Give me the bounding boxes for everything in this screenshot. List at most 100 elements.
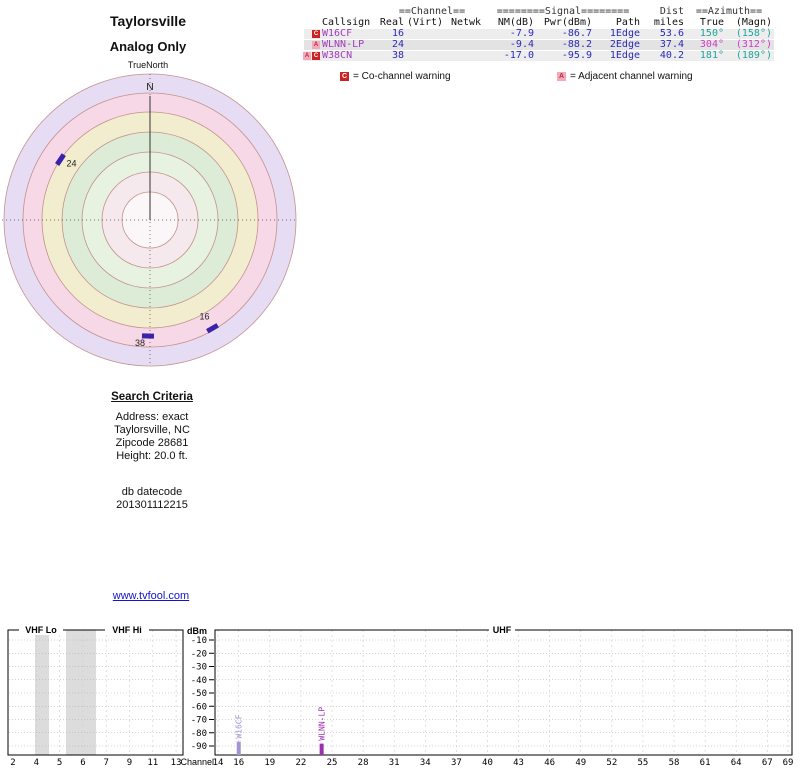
table-row: A C W38CN 38 -17.0 -95.9 1Edge 40.2 181° (189°) [303,49,774,62]
signal-strength-chart: -10-20-30-40-50-60-70-80-902 4 5 6 7 9 11 13 14 1… [7,624,793,768]
channel-tick-label: 9 [127,758,132,768]
north-label: N [146,82,153,93]
table-group-header-row: ==Channel== ========Signal======== Dist … [304,6,774,18]
tvfool-link[interactable]: www.tvfool.com [112,590,190,602]
legend-text: = Adjacent channel warning [570,71,693,82]
page-title: Taylorsville [109,13,186,29]
network-cell [446,29,486,40]
channel-tick-label: 2 [10,758,15,768]
adjacent-channel-warning-icon: A [303,51,311,60]
channel-tick-label: 28 [358,758,369,768]
channel-tick-label: 6 [80,758,85,768]
station-channel-label: 24 [66,159,76,169]
warning-legend: C = Co-channel warning A = Adjacent channel… [0,71,800,85]
x-axis-title: Channel [180,757,214,767]
channel-tick-label: 7 [103,758,108,768]
search-criteria-lines: Address: exact Taylorsville, NC Zipcode 28… [32,411,272,463]
column-header-true: True [699,16,724,28]
channel-tick-label: 19 [264,758,275,768]
real-channel-cell: 16 [391,27,404,39]
y-axis-tick-label: -20 [191,649,207,659]
search-criteria-line: Height: 20.0 ft. [116,450,188,462]
channel-tick-label: 4 [34,758,39,768]
channel-tick-label: 16 [233,758,244,768]
channel-tick-label: 55 [638,758,649,768]
vhf-box [7,629,184,756]
co-channel-warning-icon: C [312,29,320,38]
channel-tick-label: 25 [327,758,338,768]
band-label: UHF [493,625,512,635]
channel-tick-label: 34 [420,758,431,768]
station-channel-label: 38 [135,338,145,348]
column-header-real: Real [379,16,404,28]
channel-tick-label: 13 [171,758,182,768]
warning-badges-cell: C [304,29,322,40]
column-header-badges [304,18,322,29]
search-criteria-heading: Search Criteria [111,391,193,403]
network-cell [446,40,486,51]
table-row: A WLNN-LP 24 -9.4 -88.2 2Edge 37.4 304° (312°) [304,38,774,51]
station-table: ==Channel== ========Signal======== Dist … [303,6,774,62]
radar-plot: N 16 24 38 [2,73,298,367]
channel-tick-label: 5 [57,758,62,768]
uhf-box [214,629,793,756]
network-cell [446,51,486,62]
search-criteria-line: Address: exact [115,411,189,423]
adjacent-channel-warning-icon: A [312,40,320,49]
group-header-signal: ========Signal======== [496,6,630,17]
station-channel-label: 16 [199,311,209,321]
channel-tick-label: 22 [295,758,306,768]
channel-tick-label: 64 [731,758,742,768]
callsign-cell: WLNN-LP [322,38,365,50]
noise-margin-cell: -9.4 [509,38,534,50]
channel-tick-label: 46 [544,758,555,768]
azimuth-magn-cell: (189°) [735,49,772,61]
channel-tick-label: 11 [147,758,158,768]
adjacent-channel-warning-icon: A [557,72,566,81]
shaded-band [35,630,49,755]
noise-margin-cell: -7.9 [509,27,534,39]
y-axis-tick-label: -60 [191,702,207,712]
datecode-label: db datecode [121,486,183,498]
search-criteria-line: Zipcode 28681 [115,437,189,449]
power-cell: -88.2 [561,38,592,50]
path-cell: 2Edge [609,38,640,50]
column-header-netwk: Netwk [450,16,482,28]
azimuth-true-cell: 150° [699,27,724,39]
channel-tick-label: 49 [575,758,586,768]
channel-tick-label: 58 [669,758,680,768]
channel-tick-label: 40 [482,758,493,768]
warning-badges-cell: A [304,40,322,51]
power-cell: -95.9 [561,49,592,61]
search-criteria-line: Taylorsville, NC [114,424,190,436]
channel-tick-label: 31 [389,758,400,768]
y-axis-tick-label: -10 [191,636,207,646]
page-subtitle: Analog Only [109,39,187,54]
column-header-pwr: Pwr(dBm) [543,16,592,28]
signal-bar-label: WLNN-LP [318,707,327,741]
column-header-magn: (Magn) [735,16,772,28]
real-channel-cell: 24 [391,38,404,50]
search-criteria: Search Criteria Address: exact Taylorsvil… [32,391,272,463]
channel-tick-label: 37 [451,758,462,768]
channel-tick-label: 67 [762,758,773,768]
path-cell: 1Edge [609,27,640,39]
table-row: C W16CF 16 -7.9 -86.7 1Edge 53.6 150° (158°) [304,27,774,40]
power-cell: -86.7 [561,27,592,39]
group-header-channel: ==Channel== [398,6,466,17]
distance-cell: 53.6 [659,27,684,39]
azimuth-magn-cell: (158°) [735,27,772,39]
station-marker [206,323,219,334]
distance-cell: 37.4 [659,38,684,50]
station-marker [55,153,66,166]
group-header-spacer [304,7,378,18]
virt-channel-cell [404,29,446,40]
group-header-azimuth: ==Azimuth== [695,6,763,17]
legend-item: A = Adjacent channel warning [557,71,693,82]
virt-channel-cell [404,40,446,51]
channel-tick-label: 43 [513,758,524,768]
legend-item: C = Co-channel warning [340,71,451,82]
y-axis-title: dBm [187,626,207,636]
virt-channel-cell [404,51,446,62]
